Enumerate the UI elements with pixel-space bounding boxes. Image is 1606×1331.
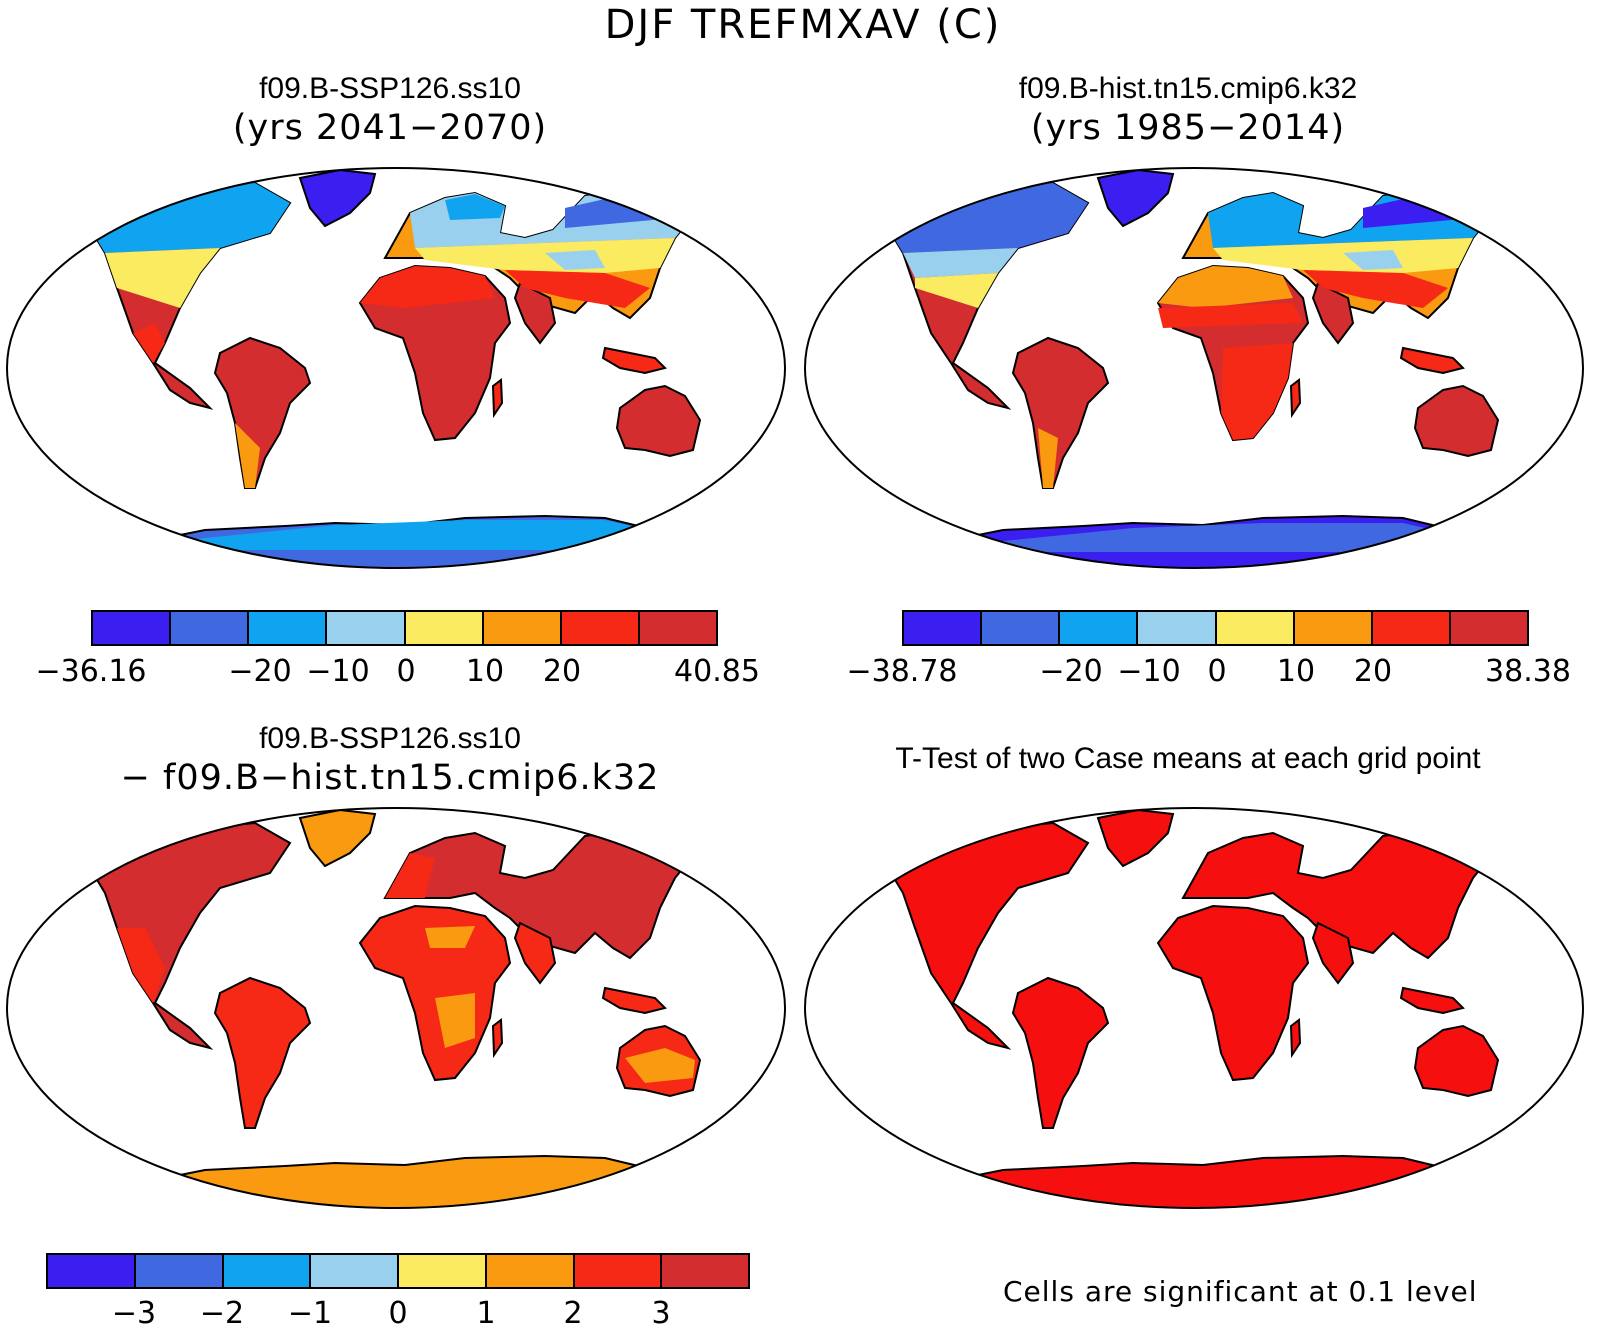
panel-2-title-line1: f09.B-hist.tn15.cmip6.k32 [1018,72,1358,105]
panel-1-title: f09.B-SSP126.ss10 (yrs 2041−2070) [10,72,770,148]
colorbar-3-swatch [662,1255,748,1287]
panel-3-title-line1: f09.B-SSP126.ss10 [259,722,521,755]
colorbar-panel-1 [91,610,718,646]
colorbar-1-tick-label: 20 [542,654,582,689]
colorbar-1-tick-label: −36.16 [35,654,147,689]
colorbar-1-tick-label: −20 [228,654,292,689]
colorbar-2-tick-label: 10 [1276,654,1316,689]
colorbar-3-swatch [574,1255,663,1287]
panel-1-title-line1: f09.B-SSP126.ss10 [259,72,521,105]
colorbar-3-tick-label: 2 [563,1296,583,1331]
colorbar-3-swatch [399,1255,487,1287]
colorbar-3-tick-label: 1 [476,1296,496,1331]
map-panel-2 [804,167,1584,569]
colorbar-1-swatch [249,612,328,644]
significance-note: Cells are significant at 0.1 level [1003,1275,1478,1308]
colorbar-1-tick-label: 10 [465,654,505,689]
colorbar-1-swatch [327,612,406,644]
colorbar-1-swatch [561,612,640,644]
colorbar-3-tick-label: −3 [111,1296,157,1331]
colorbar-1-tick-label: 0 [396,654,416,689]
colorbar-2-tick-label: −20 [1039,654,1103,689]
figure-title: DJF TREFMXAV (C) [604,2,1002,48]
colorbar-1-swatch [639,612,716,644]
panel-2-title-line2: (yrs 1985−2014) [1030,108,1346,148]
map-panel-1 [6,167,786,569]
colorbar-2-tick-label: −38.78 [846,654,958,689]
panel-1-title-line2: (yrs 2041−2070) [232,108,548,148]
colorbar-1-swatch [483,612,562,644]
colorbar-2-swatch [1138,612,1217,644]
colorbar-2-tick-label: −10 [1117,654,1181,689]
colorbar-2-swatch [904,612,983,644]
colorbar-1-swatch [93,612,172,644]
colorbar-3-tick-label: −2 [199,1296,245,1331]
colorbar-1-swatch [405,612,484,644]
panel-4-title: T-Test of two Case means at each grid po… [808,742,1568,776]
colorbar-3-tick-label: −1 [287,1296,333,1331]
colorbar-2-tick-label: 38.38 [1485,654,1571,689]
colorbar-3-swatch [48,1255,136,1287]
colorbar-3-tick-label: 0 [388,1296,408,1331]
colorbar-3-swatch [135,1255,224,1287]
colorbar-2-swatch [1294,612,1373,644]
panel-4-title-line1: T-Test of two Case means at each grid po… [895,742,1481,775]
colorbar-2-swatch [982,612,1061,644]
colorbar-3-swatch [223,1255,312,1287]
colorbar-2-swatch [1450,612,1527,644]
colorbar-panel-3 [46,1253,750,1289]
colorbar-1-swatch [171,612,250,644]
panel-3-title-line2: − f09.B−hist.tn15.cmip6.k32 [120,758,660,798]
colorbar-3-tick-label: 3 [651,1296,671,1331]
colorbar-panel-2 [902,610,1529,646]
colorbar-1-tick-label: −10 [306,654,370,689]
colorbar-2-tick-label: 20 [1353,654,1393,689]
colorbar-2-swatch [1372,612,1451,644]
colorbar-1-tick-label: 40.85 [674,654,760,689]
colorbar-3-swatch [486,1255,575,1287]
panel-3-title: f09.B-SSP126.ss10 − f09.B−hist.tn15.cmip… [10,722,770,798]
colorbar-2-swatch [1216,612,1295,644]
map-panel-3 [6,807,786,1209]
map-panel-4 [804,807,1584,1209]
colorbar-2-tick-label: 0 [1207,654,1227,689]
colorbar-3-swatch [311,1255,399,1287]
panel-2-title: f09.B-hist.tn15.cmip6.k32 (yrs 1985−2014… [808,72,1568,148]
colorbar-2-swatch [1060,612,1139,644]
